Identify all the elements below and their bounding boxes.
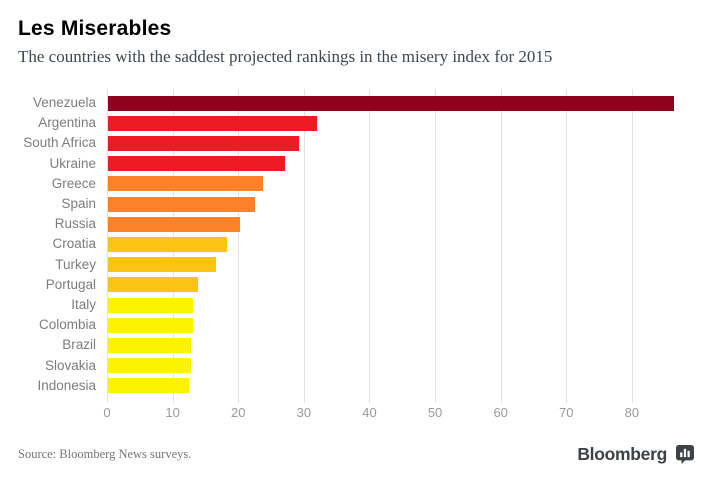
bar-turkey: [108, 257, 216, 273]
country-label-portugal: Portugal: [45, 276, 96, 292]
x-axis-tick-label: 10: [165, 405, 180, 420]
x-axis-tick-label: 80: [624, 405, 640, 420]
gridline-x-30: [303, 89, 305, 403]
bar-slovakia: [108, 358, 191, 374]
gridline-x-50: [435, 89, 437, 403]
country-label-greece: Greece: [51, 175, 96, 191]
country-label-spain: Spain: [61, 196, 96, 211]
country-label-venezuela: Venezuela: [32, 95, 96, 110]
country-label-russia: Russia: [54, 216, 96, 232]
country-label-south-africa: South Africa: [23, 135, 96, 151]
bar-chart-bubble-icon: [676, 445, 694, 464]
bar-portugal: [108, 277, 198, 293]
country-label-brazil: Brazil: [62, 337, 96, 353]
x-axis-tick-label: 70: [559, 405, 574, 420]
gridline-x-40: [369, 89, 371, 403]
gridline-x-70: [566, 89, 568, 403]
bar-argentina: [108, 115, 317, 131]
bloomberg-wordmark: Bloomberg: [577, 444, 667, 464]
bar-colombia: [108, 317, 193, 333]
bar-spain: [108, 196, 255, 212]
chart-subtitle: The countries with the saddest projected…: [18, 47, 553, 66]
bar-brazil: [108, 337, 191, 353]
x-axis-tick-label: 30: [296, 405, 312, 420]
bar-italy: [108, 297, 193, 313]
country-label-colombia: Colombia: [38, 317, 96, 333]
x-axis-tick-label: 40: [362, 405, 377, 420]
bar-croatia: [108, 236, 228, 252]
country-label-ukraine: Ukraine: [49, 155, 96, 171]
x-axis-tick-label: 20: [230, 405, 246, 420]
bar-indonesia: [108, 378, 190, 394]
bar-ukraine: [108, 156, 285, 172]
chart-title: Les Miserables: [18, 17, 172, 40]
country-label-italy: Italy: [71, 297, 96, 312]
bar-greece: [108, 176, 263, 192]
bar-south-africa: [108, 135, 299, 151]
gridline-x-60: [500, 89, 502, 403]
x-axis-tick-label: 50: [427, 405, 443, 420]
gridline-x-20: [238, 89, 240, 403]
source-note: Source: Bloomberg News surveys.: [18, 447, 192, 461]
country-label-croatia: Croatia: [52, 236, 96, 252]
country-label-slovakia: Slovakia: [44, 357, 96, 373]
gridline-x-80: [631, 89, 633, 403]
bar-venezuela: [108, 95, 674, 111]
country-label-turkey: Turkey: [55, 256, 96, 272]
x-axis-tick-label: 60: [493, 405, 508, 420]
bloomberg-logo: Bloomberg: [577, 444, 694, 465]
country-label-argentina: Argentina: [38, 115, 96, 131]
country-label-indonesia: Indonesia: [37, 377, 96, 393]
gridline-x-0: [107, 89, 108, 403]
x-axis-tick-label: 0: [103, 405, 111, 420]
bar-russia: [108, 216, 240, 232]
